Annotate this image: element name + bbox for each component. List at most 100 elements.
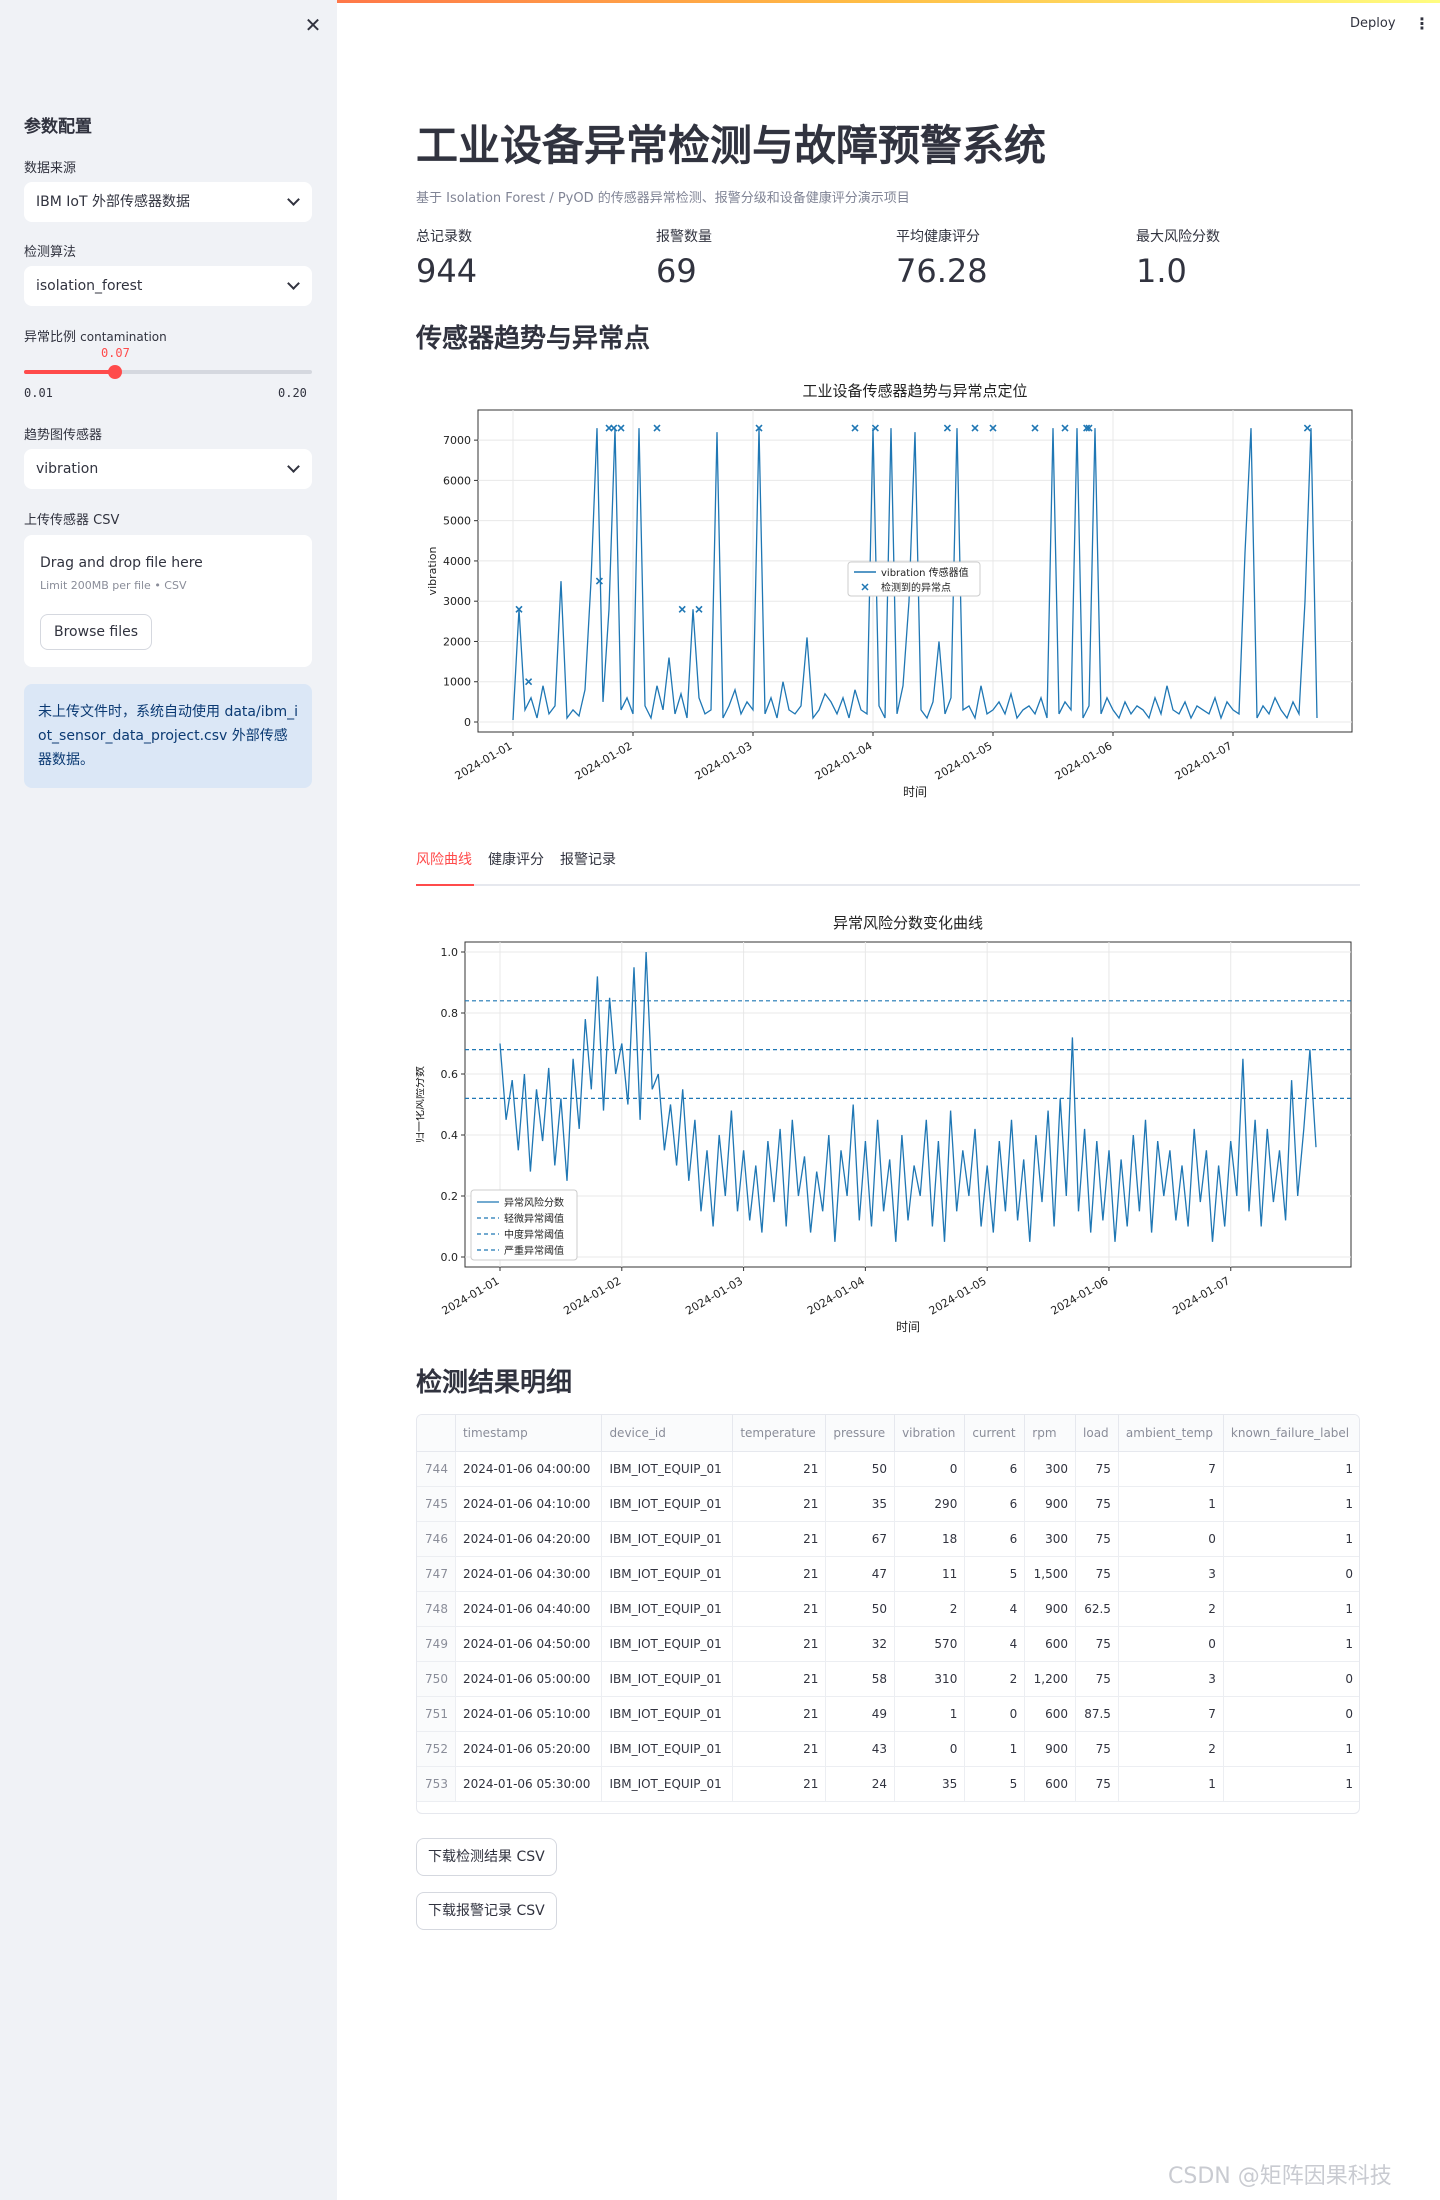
table-cell: IBM_IOT_EQUIP_01 <box>601 1626 734 1662</box>
table-cell: 600 <box>1024 1696 1077 1732</box>
table-cell: IBM_IOT_EQUIP_01 <box>601 1521 734 1557</box>
table-cell: 1 <box>1223 1626 1359 1662</box>
table-body: 744 2024-01-06 04:00:00 IBM_IOT_EQUIP_01 21… <box>417 1451 1359 1802</box>
download-results-button[interactable]: 下载检测结果 CSV <box>416 1838 557 1876</box>
data-source-select[interactable]: IBM IoT 外部传感器数据 <box>24 182 312 222</box>
table-cell: 1 <box>1223 1486 1359 1522</box>
table-cell: 300 <box>1024 1451 1077 1487</box>
main-menu-icon[interactable]: ⋮ <box>1414 14 1430 33</box>
column-header[interactable]: pressure <box>825 1415 896 1452</box>
table-cell: 1 <box>1118 1766 1224 1802</box>
table-cell: 35 <box>894 1766 966 1802</box>
table-row[interactable]: 748 2024-01-06 04:40:00 IBM_IOT_EQUIP_01 21… <box>417 1591 1359 1627</box>
table-cell: 21 <box>732 1521 827 1557</box>
contamination-label-text: 异常比例 <box>24 330 77 345</box>
table-cell: 2024-01-06 04:20:00 <box>455 1521 603 1557</box>
metric-total-records: 总记录数 944 <box>416 226 477 290</box>
column-header[interactable] <box>417 1415 456 1452</box>
row-index: 753 <box>417 1766 456 1802</box>
table-cell: 21 <box>732 1696 827 1732</box>
x-tick-label: 2024-01-01 <box>453 739 515 782</box>
sensor-trend-chart: 工业设备传感器趋势与异常点定位 0 1000 2000 3000 4000 5000 6000… <box>426 382 1353 799</box>
table-cell: 2024-01-06 04:30:00 <box>455 1556 603 1592</box>
chart-title: 工业设备传感器趋势与异常点定位 <box>802 382 1027 400</box>
table-row[interactable]: 744 2024-01-06 04:00:00 IBM_IOT_EQUIP_01 21… <box>417 1451 1359 1487</box>
slider-thumb[interactable] <box>107 365 122 379</box>
trend-sensor-label: 趋势图传感器 <box>24 428 103 443</box>
row-index: 745 <box>417 1486 456 1522</box>
risk-score-chart: 异常风险分数变化曲线 0.0 0.2 0.4 0.6 0.8 1.0 2024-01-01 20… <box>416 914 1352 1334</box>
tab-alert-records[interactable]: 报警记录 <box>560 852 616 868</box>
table-cell: 18 <box>894 1521 966 1557</box>
close-sidebar-icon[interactable]: ✕ <box>304 13 322 37</box>
table-cell: 570 <box>894 1626 966 1662</box>
deploy-button[interactable]: Deploy <box>1350 16 1396 31</box>
column-header[interactable]: temperature <box>732 1415 827 1452</box>
anomaly-marker <box>653 424 661 432</box>
row-index: 748 <box>417 1591 456 1627</box>
table-row[interactable]: 746 2024-01-06 04:20:00 IBM_IOT_EQUIP_01 21… <box>417 1521 1359 1557</box>
column-header[interactable]: known_failure_label <box>1223 1415 1359 1452</box>
table-cell: 2024-01-06 05:20:00 <box>455 1731 603 1767</box>
table-cell: 2024-01-06 04:50:00 <box>455 1626 603 1662</box>
legend-label: vibration 传感器值 <box>881 566 969 579</box>
table-cell: 900 <box>1024 1486 1077 1522</box>
table-cell: 47 <box>825 1556 896 1592</box>
table-cell: 2024-01-06 05:30:00 <box>455 1766 603 1802</box>
table-cell: 21 <box>732 1486 827 1522</box>
table-row[interactable]: 749 2024-01-06 04:50:00 IBM_IOT_EQUIP_01 21… <box>417 1626 1359 1662</box>
anomaly-marker <box>755 424 763 432</box>
table-cell: 5 <box>964 1556 1026 1592</box>
table-cell: 35 <box>825 1486 896 1522</box>
table-row[interactable]: 751 2024-01-06 05:10:00 IBM_IOT_EQUIP_01 21… <box>417 1696 1359 1732</box>
anomaly-marker <box>610 424 618 432</box>
column-header[interactable]: timestamp <box>455 1415 603 1452</box>
limit-text: Limit 200MB per file • CSV <box>40 579 187 592</box>
download-alerts-button[interactable]: 下载报警记录 CSV <box>416 1892 557 1930</box>
tab-health-score[interactable]: 健康评分 <box>488 852 544 868</box>
legend-box <box>847 561 981 597</box>
table-row[interactable]: 752 2024-01-06 05:20:00 IBM_IOT_EQUIP_01 21… <box>417 1731 1359 1767</box>
table-cell: 1 <box>1118 1486 1224 1522</box>
column-header[interactable]: current <box>964 1415 1026 1452</box>
column-header[interactable]: load <box>1075 1415 1119 1452</box>
x-axis-label: 时间 <box>896 1320 920 1334</box>
file-uploader-dropzone[interactable]: Drag and drop file here Limit 200MB per … <box>24 535 312 667</box>
y-tick-label: 3000 <box>443 595 471 608</box>
column-header[interactable]: ambient_temp <box>1118 1415 1224 1452</box>
table-cell: 900 <box>1024 1731 1077 1767</box>
browse-files-button[interactable]: Browse files <box>40 614 153 650</box>
trend-sensor-select[interactable]: vibration <box>24 449 312 489</box>
series-line <box>512 428 1318 721</box>
table-cell: 5 <box>964 1766 1026 1802</box>
table-row[interactable]: 747 2024-01-06 04:30:00 IBM_IOT_EQUIP_01 21… <box>417 1556 1359 1592</box>
tab-risk-curve[interactable]: 风险曲线 <box>416 852 472 868</box>
table-cell: 1,500 <box>1024 1556 1077 1592</box>
chevron-down-icon <box>287 193 300 206</box>
column-header[interactable]: device_id <box>601 1415 734 1452</box>
column-header[interactable]: vibration <box>894 1415 966 1452</box>
metric-value: 76.28 <box>896 252 988 290</box>
table-cell: 600 <box>1024 1626 1077 1662</box>
column-header[interactable]: rpm <box>1024 1415 1077 1452</box>
chevron-down-icon <box>287 277 300 290</box>
table-cell: 0 <box>1118 1626 1224 1662</box>
algorithm-select[interactable]: isolation_forest <box>24 266 312 306</box>
anomaly-marker <box>525 678 533 686</box>
results-table[interactable]: timestamp device_id temperature pressure vib… <box>416 1414 1360 1814</box>
algorithm-label: 检测算法 <box>24 245 77 260</box>
table-row[interactable]: 750 2024-01-06 05:00:00 IBM_IOT_EQUIP_01 21… <box>417 1661 1359 1697</box>
metric-value: 69 <box>656 252 697 290</box>
table-cell: 87.5 <box>1075 1696 1119 1732</box>
anomaly-marker <box>515 605 523 613</box>
table-cell: 75 <box>1075 1521 1119 1557</box>
metric-label: 总记录数 <box>416 229 472 245</box>
series-line <box>499 951 1317 1242</box>
legend-label: 异常风险分数 <box>504 1196 564 1209</box>
table-row[interactable]: 753 2024-01-06 05:30:00 IBM_IOT_EQUIP_01 21… <box>417 1766 1359 1802</box>
legend-label: 检测到的异常点 <box>881 581 951 594</box>
table-cell: 1 <box>964 1731 1026 1767</box>
table-row[interactable]: 745 2024-01-06 04:10:00 IBM_IOT_EQUIP_01 21… <box>417 1486 1359 1522</box>
contamination-slider[interactable] <box>24 365 312 379</box>
table-cell: 1 <box>1223 1521 1359 1557</box>
